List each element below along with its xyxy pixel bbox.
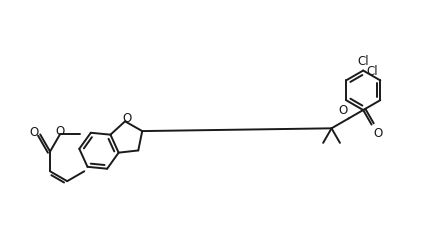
Text: Cl: Cl	[357, 54, 369, 68]
Text: O: O	[55, 125, 65, 138]
Text: Cl: Cl	[367, 65, 378, 79]
Text: O: O	[339, 104, 348, 117]
Text: O: O	[29, 126, 38, 139]
Text: O: O	[374, 127, 383, 140]
Text: O: O	[122, 112, 132, 125]
